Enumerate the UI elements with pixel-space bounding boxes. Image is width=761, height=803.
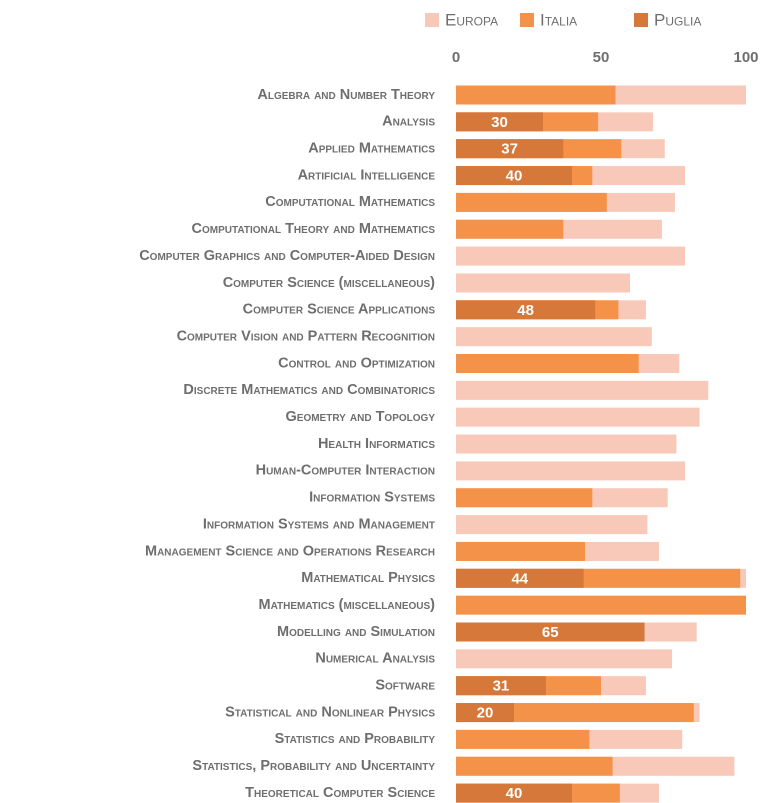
data-label: 44: [511, 570, 528, 587]
bar: [456, 488, 593, 508]
bar: [456, 327, 652, 347]
legend-label: Italia: [540, 10, 577, 29]
x-tick-label: 100: [733, 49, 758, 66]
category-label: Analysis: [382, 114, 435, 130]
legend-label: Europa: [445, 10, 498, 29]
category-label: Numerical Analysis: [315, 651, 435, 667]
category-label: Algebra and Number Theory: [257, 87, 435, 103]
legend-swatch: [520, 13, 534, 27]
bar: [456, 434, 677, 454]
data-label: 37: [501, 141, 518, 158]
bar: [456, 649, 673, 669]
bar: [456, 595, 746, 615]
data-label: 65: [542, 624, 559, 641]
bar: [456, 219, 564, 239]
category-label: Statistics and Probability: [275, 731, 436, 747]
bar: [456, 541, 586, 561]
bar: [456, 246, 686, 266]
category-label: Artificial Intelligence: [298, 167, 436, 183]
category-label: Statistics, Probability and Uncertainty: [192, 758, 435, 774]
category-label: Computer Vision and Pattern Recognition: [177, 328, 435, 344]
category-label: Modelling and Simulation: [277, 624, 435, 640]
data-label: 40: [506, 168, 523, 185]
category-label: Information Systems: [309, 490, 435, 506]
bar: [456, 703, 694, 723]
bar: [456, 407, 700, 427]
category-label: Computational Mathematics: [265, 194, 435, 210]
bar: [456, 703, 514, 723]
category-label: Mathematics (miscellaneous): [258, 597, 435, 613]
data-label: 20: [477, 705, 494, 722]
bar: [456, 515, 648, 535]
x-tick-label: 50: [593, 49, 610, 66]
legend-swatch: [425, 13, 439, 27]
category-label: Computational Theory and Mathematics: [192, 221, 436, 237]
category-label: Theoretical Computer Science: [245, 785, 435, 801]
category-label: Statistical and Nonlinear Physics: [225, 704, 435, 720]
bar: [456, 756, 613, 776]
category-label: Management Science and Operations Resear…: [145, 543, 435, 559]
bar: [456, 112, 543, 132]
category-label: Human-Computer Interaction: [256, 463, 435, 479]
category-label: Mathematical Physics: [301, 570, 435, 586]
bar: [456, 273, 630, 293]
x-tick-label: 0: [452, 49, 460, 66]
category-label: Computer Science Applications: [243, 302, 436, 318]
bar: [456, 729, 590, 749]
bar: [456, 300, 596, 320]
bar: [456, 622, 645, 642]
category-label: Geometry and Topology: [286, 409, 436, 425]
data-label: 40: [506, 785, 523, 802]
category-label: Discrete Mathematics and Combinatorics: [183, 382, 435, 398]
bar: [456, 166, 572, 186]
bar: [456, 568, 584, 588]
bar: [456, 354, 639, 373]
bar: [456, 192, 607, 212]
bar: [456, 676, 546, 696]
data-label: 31: [493, 678, 510, 695]
bar: [456, 461, 686, 481]
legend-swatch: [634, 13, 648, 27]
category-label: Applied Mathematics: [308, 141, 435, 157]
bar: [456, 380, 709, 400]
data-label: 30: [491, 114, 508, 131]
category-label: Software: [375, 678, 435, 694]
category-label: Computer Science (miscellaneous): [223, 275, 435, 291]
category-label: Health Informatics: [318, 436, 435, 452]
category-label: Information Systems and Management: [203, 516, 435, 532]
bar: [456, 139, 564, 159]
data-label: 48: [517, 302, 534, 319]
bar: [456, 783, 572, 803]
bar: [456, 85, 616, 105]
category-label: Computer Graphics and Computer-Aided Des…: [139, 248, 435, 264]
category-label: Control and Optimization: [278, 355, 435, 371]
legend-label: Puglia: [654, 10, 701, 29]
